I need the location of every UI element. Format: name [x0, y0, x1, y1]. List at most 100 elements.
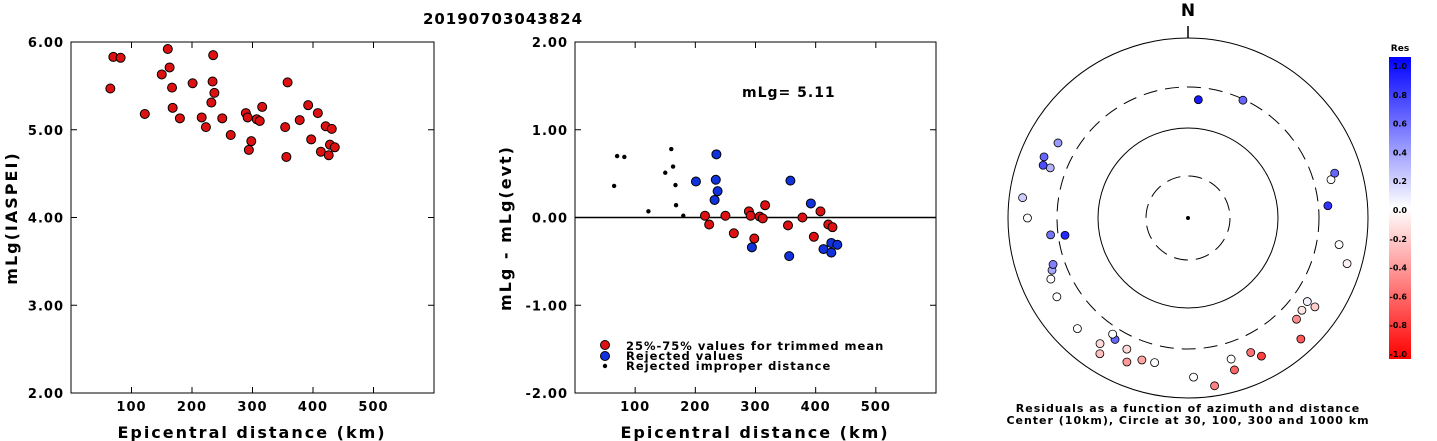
station-residual-point: [1039, 152, 1049, 162]
p2-xtick-label: 500: [861, 400, 891, 415]
improper-distance-point: [646, 209, 651, 214]
rejected-point: [832, 239, 843, 250]
magnitude-plot-frame: [70, 41, 435, 394]
ring-300km: [1056, 86, 1320, 350]
station-residual-point: [1297, 305, 1307, 315]
improper-distance-point: [673, 203, 679, 208]
magnitude-point: [281, 151, 292, 162]
legend-marker-improper: [602, 363, 608, 369]
station-residual-point: [1210, 381, 1219, 391]
p2-xtick-label: 100: [620, 400, 650, 415]
legend-marker-trimmed: [600, 340, 610, 350]
station-residual-point: [1073, 324, 1082, 333]
magnitude-point: [187, 78, 198, 89]
magnitude-point: [282, 77, 293, 88]
magnitude-point: [162, 44, 173, 55]
p2-ytick-label: 1.00: [532, 124, 568, 139]
magnitude-plot-ylabel: mLg(IASPEI): [2, 151, 21, 284]
station-residual-point: [1296, 334, 1306, 344]
magnitude-point: [207, 76, 218, 87]
residual-plot-ticks: 100 200 300 400 500 -2.00 -1.00 0.00 1.00 2.00: [526, 36, 936, 415]
station-residual-point: [1193, 95, 1203, 105]
p2-ytick-label: 2.00: [532, 36, 568, 51]
magnitude-point: [196, 112, 207, 123]
station-residual-point: [1342, 259, 1352, 269]
station-residual-point: [1095, 339, 1105, 349]
p1-ytick-label: 6.00: [28, 36, 64, 51]
station-residual-point: [1053, 138, 1063, 148]
station-residual-point: [1095, 349, 1105, 359]
trimmed-mean-point: [704, 219, 715, 230]
improper-distance-point: [681, 213, 686, 218]
rejected-point: [690, 176, 701, 187]
trimmed-mean-point: [745, 210, 756, 221]
p1-xtick-label: 300: [237, 400, 267, 415]
magnitude-point: [242, 112, 253, 123]
magnitude-point: [225, 130, 236, 141]
magnitude-point: [303, 100, 314, 111]
rejected-point: [709, 194, 720, 205]
trimmed-mean-point: [749, 233, 760, 244]
trimmed-mean-point: [782, 220, 793, 231]
magnitude-plot-points: [105, 44, 340, 162]
station-residual-point: [1189, 372, 1198, 382]
station-residual-point: [1257, 351, 1266, 361]
colorbar-label: 0.4: [1393, 148, 1408, 157]
trimmed-mean-point: [827, 222, 838, 233]
station-residual-point: [1018, 193, 1028, 203]
station-residual-point: [1052, 292, 1062, 302]
legend-label-trimmed: 25%-75% values for trimmed mean: [626, 339, 884, 353]
improper-distance-point: [669, 146, 674, 152]
chart-title: 20190703043824: [423, 10, 583, 28]
magnitude-point: [254, 115, 265, 126]
magnitude-plot-ticks: 100 200 300 400 500 2.00 3.00 4.00 5.00 6.00: [28, 36, 434, 415]
p1-xtick-label: 400: [298, 400, 328, 415]
improper-distance-point: [670, 164, 676, 169]
magnitude-point: [326, 123, 337, 134]
station-residual-point: [1137, 355, 1147, 365]
station-residual-point: [1122, 344, 1132, 354]
colorbar-label: 0.6: [1393, 120, 1408, 129]
p2-xtick-label: 400: [801, 400, 831, 415]
magnitude-point: [209, 87, 220, 98]
station-residual-point: [1046, 274, 1056, 284]
trimmed-mean-point: [699, 210, 710, 221]
magnitude-point: [200, 122, 211, 133]
p2-ytick-label: 0.00: [532, 212, 568, 227]
magnitude-point: [208, 50, 219, 61]
p1-ytick-label: 4.00: [28, 212, 64, 227]
colorbar-label: -0.4: [1390, 264, 1408, 273]
colorbar-label: -1.0: [1390, 350, 1408, 359]
legend-label-rejected: Rejected values: [626, 349, 744, 363]
magnitude-point: [217, 113, 228, 124]
colorbar-label: 0.0: [1393, 206, 1408, 215]
p2-xtick-label: 200: [680, 400, 710, 415]
ring-100km: [1097, 127, 1279, 309]
p1-ytick-label: 5.00: [28, 124, 64, 139]
magnitude-point: [312, 108, 323, 119]
p2-ytick-label: -2.00: [526, 387, 568, 402]
p1-ytick-label: 2.00: [28, 387, 64, 402]
station-residual-point: [1226, 354, 1236, 364]
improper-distance-point: [663, 170, 668, 175]
polar-caption-line1: Residuals as a function of azimuth and d…: [1016, 402, 1360, 415]
trimmed-mean-point: [757, 213, 768, 224]
station-residual-point: [1048, 260, 1058, 269]
improper-distance-point: [673, 182, 678, 188]
station-residual-point: [1238, 95, 1248, 105]
colorbar-label: 1.0: [1393, 62, 1408, 71]
station-residual-point: [1323, 201, 1333, 211]
station-residual-point: [1334, 240, 1344, 250]
magnitude-point: [243, 144, 254, 155]
magnitude-point: [156, 69, 167, 80]
colorbar-labels: 1.0 0.8 0.6 0.4 0.2 0.0 -0.2 -0.4 -0.6 -0.8 -1.0: [1390, 62, 1408, 359]
magnitude-point: [306, 134, 317, 145]
legend-label-improper: Rejected improper distance: [626, 359, 831, 373]
p1-xtick-label: 500: [358, 400, 388, 415]
magnitude-point: [280, 122, 291, 133]
rejected-point: [710, 174, 721, 185]
improper-distance-point: [614, 153, 620, 159]
azimuth-plot: N Residuals as a function of azimuth and…: [1006, 1, 1368, 427]
rejected-point: [746, 242, 757, 253]
p1-ytick-label: 3.00: [28, 299, 64, 314]
